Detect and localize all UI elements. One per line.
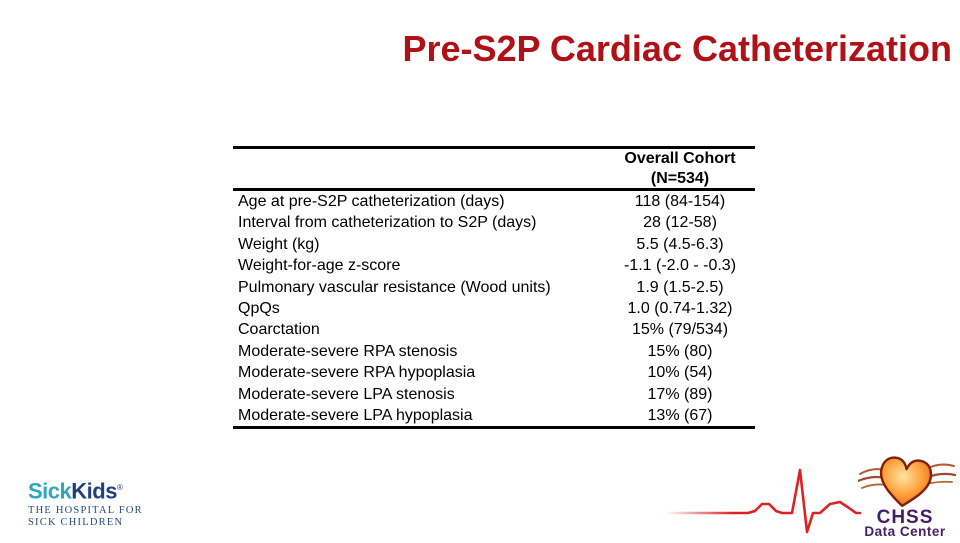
- chss-wordmark: CHSS: [877, 507, 934, 528]
- registered-trademark-icon: ®: [116, 483, 123, 492]
- row-label: Weight-for-age z-score: [238, 257, 401, 275]
- row-value: 17% (89): [647, 385, 713, 403]
- sickkids-wordmark: SickKids®: [28, 477, 143, 502]
- row-value: 10% (54): [647, 364, 713, 382]
- table-row: Moderate-severe LPA hypoplasia 13% (67): [233, 405, 755, 428]
- table-row: Pulmonary vascular resistance (Wood unit…: [233, 277, 755, 298]
- row-label: Coarctation: [238, 321, 320, 339]
- row-label: Weight (kg): [238, 235, 320, 253]
- row-value: -1.1 (-2.0 - -0.3): [623, 257, 737, 275]
- row-value: 28 (12-58): [643, 214, 717, 232]
- sickkids-logo: SickKids® THE HOSPITAL FOR SICK CHILDREN: [28, 477, 143, 529]
- row-value: 1.9 (1.5-2.5): [636, 278, 724, 296]
- table-row: Weight-for-age z-score -1.1 (-2.0 - -0.3…: [233, 255, 755, 276]
- row-value: 118 (84-154): [634, 193, 726, 210]
- table-row: Interval from catheterization to S2P (da…: [233, 212, 755, 233]
- row-label: Pulmonary vascular resistance (Wood unit…: [238, 278, 551, 296]
- sickkids-tagline-line2: SICK CHILDREN: [28, 517, 124, 529]
- row-value: 15% (79/534): [631, 321, 729, 339]
- row-value: 15% (80): [647, 342, 713, 360]
- sickkids-wordmark-sick: Sick: [28, 478, 72, 504]
- chss-heart-icon: CHSS Data Center: [856, 456, 957, 539]
- chss-logo: CHSS Data Center: [856, 450, 957, 539]
- table-row: Age at pre-S2P catheterization (days) 11…: [233, 190, 755, 213]
- row-value: 13% (67): [647, 407, 713, 425]
- row-label: Moderate-severe LPA stenosis: [238, 385, 455, 403]
- sickkids-tagline-line1: THE HOSPITAL FOR: [28, 505, 143, 517]
- ecg-trace-icon: [663, 468, 862, 534]
- header-cohort-line1: Overall Cohort: [624, 150, 736, 167]
- table-header-row: Overall Cohort (N=534): [233, 147, 755, 191]
- row-value: 1.0 (0.74-1.32): [627, 300, 733, 318]
- slide-title: Pre-S2P Cardiac Catheterization: [402, 28, 952, 69]
- table-row: Coarctation 15% (79/534): [233, 319, 755, 340]
- header-cohort-line2: (N=534): [650, 169, 710, 187]
- table-row: QpQs 1.0 (0.74-1.32): [233, 298, 755, 319]
- header-cohort-cell: Overall Cohort (N=534): [605, 147, 755, 191]
- table-row: Weight (kg) 5.5 (4.5-6.3): [233, 234, 755, 255]
- chss-datacenter-label: Data Center: [864, 524, 946, 538]
- row-value: 5.5 (4.5-6.3): [636, 235, 724, 253]
- table-row: Moderate-severe RPA stenosis 15% (80): [233, 341, 755, 362]
- row-label: Age at pre-S2P catheterization (days): [238, 193, 505, 210]
- row-label: Interval from catheterization to S2P (da…: [238, 214, 537, 232]
- row-label: QpQs: [238, 300, 280, 318]
- row-label: Moderate-severe RPA hypoplasia: [238, 364, 476, 382]
- row-label: Moderate-severe LPA hypoplasia: [238, 407, 473, 425]
- ecg-trace-graphic: [660, 458, 865, 538]
- table-row: Moderate-severe LPA stenosis 17% (89): [233, 384, 755, 405]
- header-empty-cell: [233, 147, 605, 191]
- row-label: Moderate-severe RPA stenosis: [238, 342, 458, 360]
- table-row: Moderate-severe RPA hypoplasia 10% (54): [233, 362, 755, 383]
- cohort-table: Overall Cohort (N=534) Age at pre-S2P ca…: [233, 146, 755, 430]
- sickkids-wordmark-kids: Kids: [71, 478, 117, 504]
